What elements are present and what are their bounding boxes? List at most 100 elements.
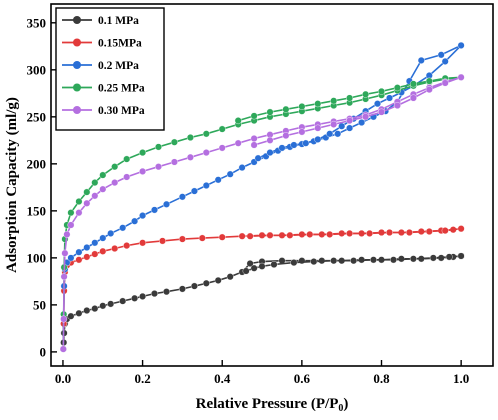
data-point: [91, 239, 99, 247]
data-point: [330, 97, 338, 105]
legend-marker: [73, 61, 81, 69]
data-point: [374, 100, 382, 108]
data-point: [202, 181, 210, 189]
x-axis-title-end: ): [343, 396, 348, 412]
data-point: [75, 209, 83, 217]
data-point: [131, 294, 139, 302]
data-point: [218, 233, 226, 241]
data-point: [346, 94, 354, 102]
data-point: [99, 234, 107, 242]
data-point: [214, 276, 222, 284]
data-point: [437, 51, 445, 59]
data-point: [409, 94, 417, 102]
data-point: [457, 41, 465, 49]
legend-label: 0.25 MPa: [98, 83, 145, 95]
data-point: [162, 200, 170, 208]
series-group: [59, 225, 465, 353]
data-point: [457, 252, 465, 260]
data-point: [226, 170, 234, 178]
data-point: [457, 225, 465, 233]
data-point: [330, 120, 338, 128]
y-tick-label: 200: [27, 156, 47, 171]
data-point: [111, 179, 119, 187]
data-point: [170, 158, 178, 166]
series-line: [62, 227, 462, 350]
legend-marker: [73, 106, 81, 114]
data-point: [202, 279, 210, 287]
x-axis-title-subscript: 0: [338, 403, 343, 414]
data-point: [282, 132, 290, 140]
data-point: [278, 144, 286, 152]
data-point: [441, 227, 449, 235]
data-point: [83, 188, 91, 196]
y-axis-title: Adsorption Capacity (ml/g): [4, 97, 20, 273]
data-point: [139, 212, 147, 220]
data-point: [386, 228, 394, 236]
y-tick-label: 300: [27, 62, 47, 77]
y-tick-label: 50: [33, 297, 46, 312]
data-point: [67, 209, 75, 217]
data-point: [170, 138, 178, 146]
data-point: [362, 90, 370, 98]
data-point: [346, 117, 354, 125]
data-point: [83, 307, 91, 315]
data-point: [139, 239, 147, 247]
data-point: [162, 288, 170, 296]
data-point: [178, 285, 186, 293]
data-point: [441, 57, 449, 65]
x-axis-title: Relative Pressure (P/P0): [196, 396, 349, 414]
y-axis-ticks: 0 50 100 150 200 250 300 350: [27, 15, 57, 359]
series-group: [59, 41, 465, 353]
data-point: [154, 143, 162, 151]
data-point: [298, 102, 306, 110]
legend-label: 0.30 MPa: [98, 105, 145, 117]
data-point: [409, 80, 417, 88]
data-point: [107, 229, 115, 237]
data-point: [338, 122, 346, 130]
data-point: [250, 264, 258, 272]
data-point: [378, 108, 386, 116]
y-tick-label: 0: [40, 344, 47, 359]
data-point: [270, 261, 278, 269]
data-point: [150, 290, 158, 298]
data-point: [314, 100, 322, 108]
data-point: [234, 117, 242, 125]
data-point: [441, 79, 449, 87]
legend-marker: [73, 83, 81, 92]
data-point: [139, 149, 147, 157]
data-point: [75, 309, 83, 317]
data-point: [334, 130, 342, 138]
legend-label: 0.2 MPa: [98, 60, 139, 72]
data-point: [202, 130, 210, 138]
data-point: [119, 297, 127, 305]
data-point: [83, 253, 91, 261]
data-point: [386, 94, 394, 102]
data-point: [99, 302, 107, 310]
data-point: [139, 292, 147, 300]
x-tick-label: 1.0: [453, 371, 469, 386]
data-point: [290, 259, 298, 267]
data-point: [250, 112, 258, 120]
data-point: [67, 312, 75, 320]
data-point: [250, 134, 258, 142]
data-point: [246, 260, 254, 268]
x-tick-label: 0.0: [55, 371, 71, 386]
data-point: [190, 282, 198, 290]
data-point: [390, 256, 398, 264]
data-point: [425, 86, 433, 94]
data-point: [123, 155, 131, 163]
data-point: [226, 273, 234, 281]
data-point: [266, 231, 274, 239]
x-axis-title-main: Relative Pressure (P/P: [196, 396, 339, 412]
legend-label: 0.1 MPa: [98, 15, 139, 27]
data-point: [290, 141, 298, 149]
data-point: [234, 139, 242, 147]
data-point: [111, 244, 119, 252]
data-point: [346, 229, 354, 237]
data-point: [99, 171, 107, 179]
data-point: [99, 185, 107, 193]
data-point: [378, 87, 386, 95]
data-point: [254, 154, 262, 162]
x-tick-label: 0.8: [373, 371, 390, 386]
